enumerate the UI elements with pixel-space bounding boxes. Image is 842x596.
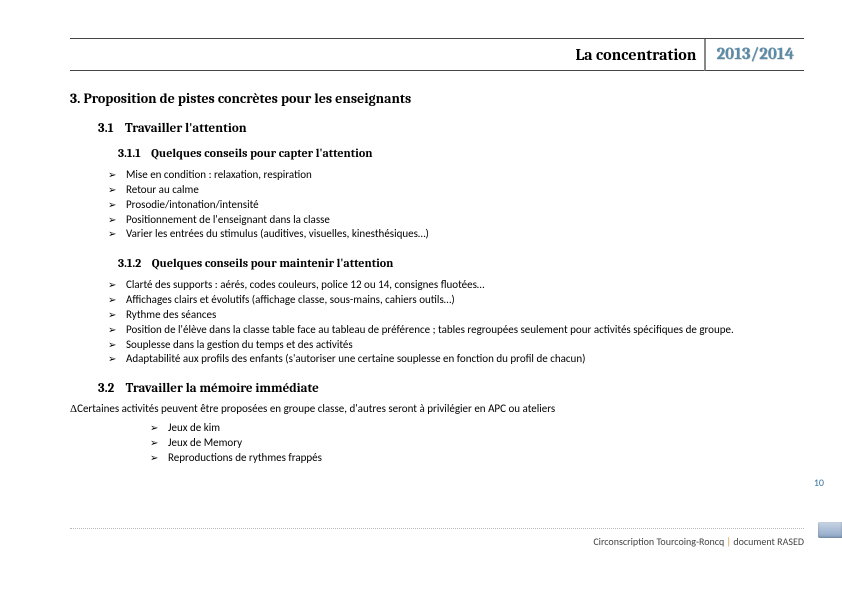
list-item: Adaptabilité aux profils des enfants (s'… bbox=[108, 352, 804, 367]
footer-left: Circonscription Tourcoing-Roncq bbox=[593, 535, 724, 548]
heading-3-1-title: Travailler l'attention bbox=[125, 121, 247, 136]
heading-3-1-1: 3.1.1 Quelques conseils pour capter l'at… bbox=[118, 146, 804, 160]
heading-3-2-title: Travailler la mémoire immédiate bbox=[126, 381, 319, 396]
list-item: Reproductions de rythmes frappés bbox=[150, 451, 804, 466]
heading-3-title: Proposition de pistes concrètes pour les… bbox=[83, 90, 411, 107]
list-item: Prosodie/intonation/intensité bbox=[108, 198, 804, 213]
header-title-wrap: La concentration bbox=[70, 39, 704, 71]
list-item: Clarté des supports : aérés, codes coule… bbox=[108, 278, 804, 293]
page-number: 10 bbox=[814, 476, 824, 489]
list-item: Position de l'élève dans la classe table… bbox=[108, 323, 804, 338]
list-item: Varier les entrées du stimulus (auditive… bbox=[108, 227, 804, 242]
heading-3: 3. Proposition de pistes concrètes pour … bbox=[70, 90, 804, 107]
page-tab-notch bbox=[818, 522, 842, 538]
list-item: Jeux de kim bbox=[150, 421, 804, 436]
header-year: 2013/2014 bbox=[716, 45, 794, 64]
footer-right: document RASED bbox=[733, 535, 804, 548]
header-title: La concentration bbox=[575, 46, 696, 64]
page-header: La concentration 2013/2014 bbox=[70, 38, 804, 71]
heading-3-1-2-title: Quelques conseils pour maintenir l'atten… bbox=[152, 256, 394, 270]
header-year-box: 2013/2014 bbox=[704, 39, 804, 71]
list-item: Jeux de Memory bbox=[150, 436, 804, 451]
list-item: Souplesse dans la gestion du temps et de… bbox=[108, 338, 804, 353]
section-3-2-intro-text: Certaines activités peuvent être proposé… bbox=[77, 402, 555, 415]
heading-3-2-num: 3.2 bbox=[98, 381, 114, 396]
bullet-list-32: Jeux de kimJeux de MemoryReproductions d… bbox=[150, 421, 804, 466]
heading-3-1-1-title: Quelques conseils pour capter l'attentio… bbox=[151, 146, 372, 160]
heading-3-1: 3.1 Travailler l'attention bbox=[98, 121, 804, 136]
list-item: Positionnement de l'enseignant dans la c… bbox=[108, 213, 804, 228]
heading-3-1-1-num: 3.1.1 bbox=[118, 146, 141, 160]
bullet-list-311: Mise en condition : relaxation, respirat… bbox=[108, 168, 804, 242]
list-item: Mise en condition : relaxation, respirat… bbox=[108, 168, 804, 183]
footer-text: Circonscription Tourcoing-Roncq | docume… bbox=[70, 535, 804, 548]
bullet-list-312: Clarté des supports : aérés, codes coule… bbox=[108, 278, 804, 367]
list-item: Affichages clairs et évolutifs (affichag… bbox=[108, 293, 804, 308]
section-3-2-intro: ΔCertaines activités peuvent être propos… bbox=[70, 402, 804, 415]
heading-3-1-num: 3.1 bbox=[98, 121, 114, 136]
heading-3-1-2-num: 3.1.2 bbox=[118, 256, 141, 270]
list-item: Retour au calme bbox=[108, 183, 804, 198]
heading-3-num: 3. bbox=[70, 90, 80, 107]
heading-3-1-2: 3.1.2 Quelques conseils pour maintenir l… bbox=[118, 256, 804, 270]
header-row: La concentration 2013/2014 bbox=[70, 39, 804, 71]
page-content: 3. Proposition de pistes concrètes pour … bbox=[70, 90, 804, 472]
heading-3-2: 3.2 Travailler la mémoire immédiate bbox=[98, 381, 804, 396]
footer-rule bbox=[70, 528, 804, 529]
list-item: Rythme des séances bbox=[108, 308, 804, 323]
page-footer: Circonscription Tourcoing-Roncq | docume… bbox=[70, 528, 804, 548]
